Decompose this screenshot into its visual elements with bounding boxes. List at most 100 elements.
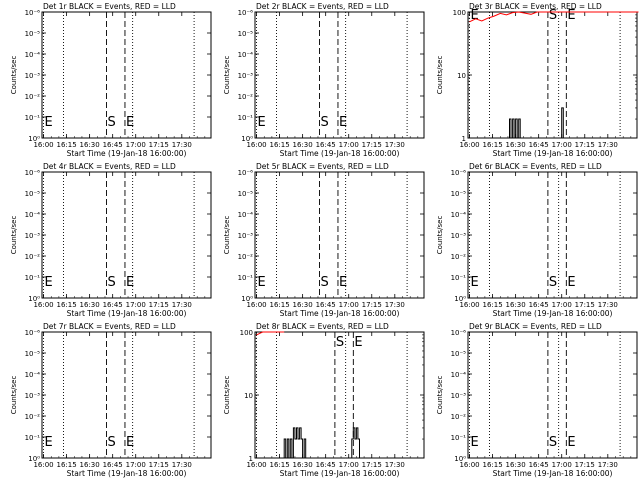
- x-tick-label: 16:00: [33, 461, 53, 469]
- event-marker: E: [471, 435, 479, 450]
- chart-title: Det 8r BLACK = Events, RED = LLD: [256, 322, 389, 331]
- y-tick-label: 10⁻³: [238, 72, 254, 80]
- chart-3: Det 3r BLACK = Events, RED = LLD 1 10 100 16…: [436, 2, 639, 158]
- x-axis-label: Start Time (19-Jan-18 16:00:00): [280, 469, 400, 478]
- chart-title: Det 9r BLACK = Events, RED = LLD: [469, 322, 602, 331]
- event-marker: E: [258, 275, 266, 290]
- x-tick-label: 17:15: [575, 141, 595, 149]
- event-marker: E: [354, 335, 362, 350]
- y-axis-label: Counts/sec: [436, 216, 444, 255]
- event-marker: S: [321, 115, 329, 130]
- x-tick-label: 16:15: [482, 141, 502, 149]
- x-tick-label: 17:00: [126, 141, 146, 149]
- y-axis-label: Counts/sec: [223, 56, 231, 95]
- event-marker: S: [549, 8, 557, 23]
- y-tick-label: 10⁻³: [451, 392, 467, 400]
- y-axis-label: Counts/sec: [10, 376, 18, 415]
- event-marker: E: [339, 115, 347, 130]
- y-tick-label: 10⁻⁵: [25, 30, 41, 38]
- x-axis-label: Start Time (19-Jan-18 16:00:00): [67, 469, 187, 478]
- y-axis-label: Counts/sec: [223, 376, 231, 415]
- y-tick-label: 10⁻⁴: [238, 51, 254, 59]
- y-tick-label: 10⁻²: [451, 253, 467, 261]
- chart-5: Det 5r BLACK = Events, RED = LLD 10⁰ 10⁻¹ 1…: [223, 162, 425, 318]
- x-tick-label: 16:15: [56, 301, 76, 309]
- event-marker: E: [471, 275, 479, 290]
- y-tick-label: 1: [249, 455, 253, 463]
- y-axis-label: Counts/sec: [436, 376, 444, 415]
- x-tick-label: 17:30: [172, 141, 192, 149]
- event-marker: E: [567, 435, 575, 450]
- event-marker: E: [45, 115, 53, 130]
- chart-title: Det 4r BLACK = Events, RED = LLD: [43, 162, 176, 171]
- y-tick-label: 10⁰: [28, 135, 40, 143]
- x-tick-label: 17:15: [149, 141, 169, 149]
- x-tick-label: 16:45: [316, 301, 336, 309]
- x-tick-label: 16:00: [33, 301, 53, 309]
- x-tick-label: 17:00: [339, 301, 359, 309]
- chart-title: Det 7r BLACK = Events, RED = LLD: [43, 322, 176, 331]
- chart-title: Det 6r BLACK = Events, RED = LLD: [469, 162, 602, 171]
- x-tick-label: 17:30: [385, 301, 405, 309]
- x-tick-label: 16:30: [80, 141, 100, 149]
- event-marker: E: [126, 275, 134, 290]
- x-tick-label: 16:45: [529, 141, 549, 149]
- x-tick-label: 16:00: [246, 461, 266, 469]
- y-tick-label: 10⁻²: [25, 253, 41, 261]
- chart-title: Det 3r BLACK = Events, RED = LLD: [469, 2, 602, 11]
- y-axis-label: Counts/sec: [436, 56, 444, 95]
- x-tick-label: 16:15: [482, 301, 502, 309]
- x-tick-label: 16:30: [293, 301, 313, 309]
- x-tick-label: 17:00: [126, 301, 146, 309]
- y-tick-label: 10⁻²: [451, 413, 467, 421]
- y-tick-label: 10⁻¹: [451, 434, 467, 442]
- x-tick-label: 17:30: [598, 141, 618, 149]
- chart-6: Det 6r BLACK = Events, RED = LLD 10⁰ 10⁻¹ 1…: [436, 162, 638, 318]
- y-tick-label: 10⁰: [454, 455, 466, 463]
- y-tick-label: 10⁻⁶: [238, 169, 254, 177]
- event-marker: S: [336, 335, 344, 350]
- x-tick-label: 16:30: [80, 461, 100, 469]
- x-tick-label: 16:30: [506, 301, 526, 309]
- y-tick-label: 10⁻⁴: [451, 211, 467, 219]
- y-axis-label: Counts/sec: [10, 56, 18, 95]
- x-tick-label: 16:45: [316, 461, 336, 469]
- events-series-line: [283, 427, 361, 459]
- x-axis-label: Start Time (19-Jan-18 16:00:00): [493, 469, 613, 478]
- event-marker: E: [339, 275, 347, 290]
- x-tick-label: 16:15: [56, 461, 76, 469]
- y-tick-label: 10⁻¹: [451, 274, 467, 282]
- plot-frame: [467, 11, 638, 139]
- x-tick-label: 16:30: [80, 301, 100, 309]
- y-tick-label: 10⁻⁵: [238, 190, 254, 198]
- event-marker: E: [258, 115, 266, 130]
- x-tick-label: 16:00: [246, 301, 266, 309]
- x-tick-label: 16:30: [506, 461, 526, 469]
- y-tick-label: 10⁻⁴: [238, 211, 254, 219]
- y-tick-label: 10⁻³: [238, 232, 254, 240]
- y-tick-label: 10⁰: [454, 295, 466, 303]
- chart-title: Det 2r BLACK = Events, RED = LLD: [256, 2, 389, 11]
- y-tick-label: 10⁻³: [451, 232, 467, 240]
- x-tick-label: 16:00: [33, 141, 53, 149]
- event-marker: E: [126, 435, 134, 450]
- x-tick-label: 16:00: [246, 141, 266, 149]
- x-tick-label: 16:45: [529, 461, 549, 469]
- x-tick-label: 17:15: [362, 301, 382, 309]
- x-tick-label: 16:15: [269, 301, 289, 309]
- x-tick-label: 17:00: [552, 461, 572, 469]
- y-axis-label: Counts/sec: [10, 216, 18, 255]
- chart-7: Det 7r BLACK = Events, RED = LLD 10⁰ 10⁻¹ 1…: [10, 322, 212, 478]
- x-tick-label: 16:15: [56, 141, 76, 149]
- y-tick-label: 10⁻³: [25, 392, 41, 400]
- y-tick-label: 10⁻¹: [238, 114, 254, 122]
- y-tick-label: 100: [240, 329, 253, 337]
- x-tick-label: 17:30: [385, 461, 405, 469]
- y-tick-label: 10⁻¹: [238, 274, 254, 282]
- event-marker: E: [567, 8, 575, 23]
- y-tick-label: 10⁻⁵: [25, 350, 41, 358]
- y-tick-label: 10⁰: [28, 455, 40, 463]
- event-marker: S: [108, 435, 116, 450]
- event-marker: S: [108, 275, 116, 290]
